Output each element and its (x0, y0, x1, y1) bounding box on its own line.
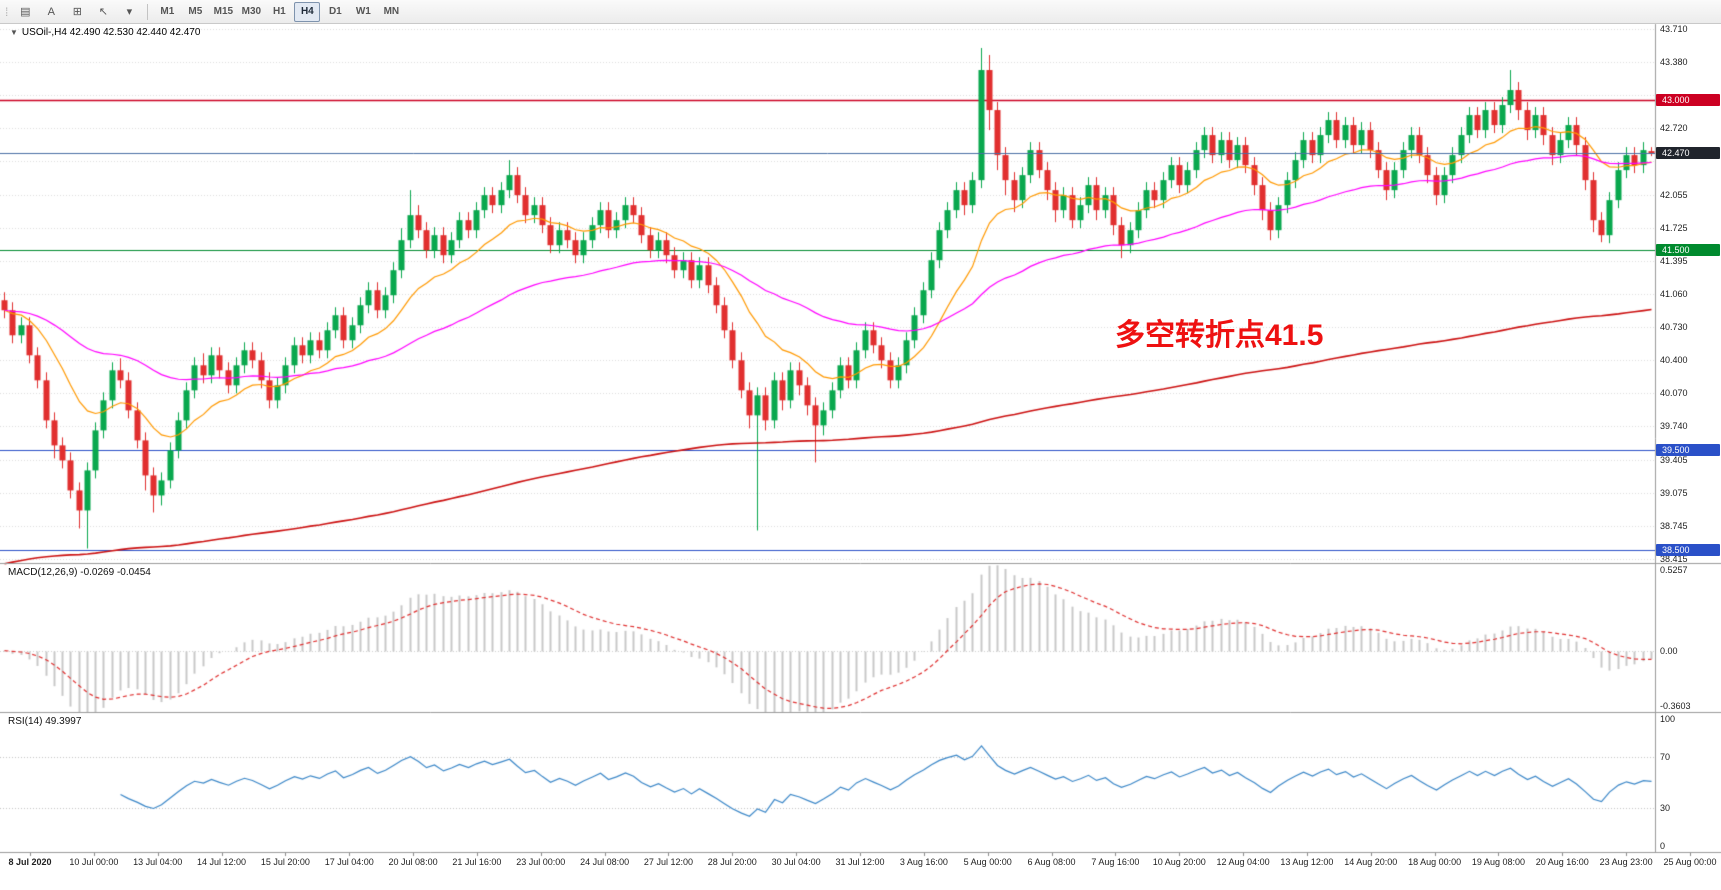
object-frame-icon[interactable]: ⊞ (72, 6, 82, 18)
timeframe-button-m15[interactable]: M15 (213, 6, 234, 17)
timeframe-button-h4[interactable]: H4 (294, 1, 321, 22)
toolbar: ⁞ ▤ A ⊞ ↖ ▾ M1 M5 M15 M30 H1 H4 D1 W1 MN (0, 0, 1721, 24)
toolbar-separator (147, 3, 149, 20)
timeframe-button-w1[interactable]: W1 (355, 6, 371, 17)
timeframe-button-h1[interactable]: H1 (272, 6, 286, 17)
collapse-indicator-icon[interactable]: ▼ (10, 28, 18, 37)
text-annotation-icon[interactable]: A (47, 5, 56, 18)
symbol-ohlc-header: ▼ USOil-,H4 42.490 42.530 42.440 42.470 (10, 27, 200, 38)
cursor-tool-icon[interactable]: ↖ (98, 6, 108, 18)
timeframe-button-m1[interactable]: M1 (160, 6, 175, 17)
chart-type-icon[interactable]: ▤ (20, 6, 31, 18)
timeframe-button-d1[interactable]: D1 (328, 6, 342, 17)
timeframe-button-m5[interactable]: M5 (188, 6, 203, 17)
tools-dropdown-icon[interactable]: ▾ (126, 6, 133, 18)
timeframe-button-m30[interactable]: M30 (241, 6, 262, 17)
symbol-ohlc-text: USOil-,H4 42.490 42.530 42.440 42.470 (21, 27, 201, 38)
toolbar-grip-handle[interactable]: ⁞ (5, 4, 9, 19)
timeframe-button-mn[interactable]: MN (383, 6, 400, 17)
chart-text-annotation: 多空转折点41.5 (1115, 319, 1324, 352)
